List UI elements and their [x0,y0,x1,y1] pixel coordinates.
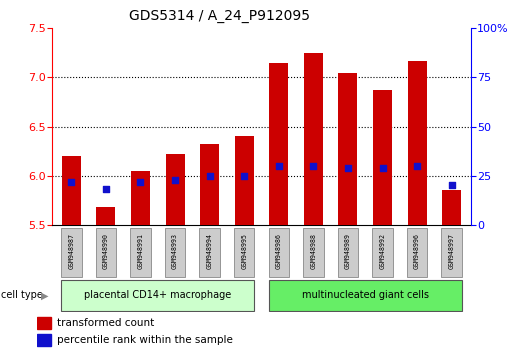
Point [101,187,110,192]
Text: multinucleated giant cells: multinucleated giant cells [302,290,429,300]
Text: GSM948988: GSM948988 [310,233,316,269]
Point [309,163,317,169]
Text: GSM948996: GSM948996 [414,233,420,269]
Bar [199,228,220,277]
Text: percentile rank within the sample: percentile rank within the sample [57,335,233,345]
Bar [131,171,150,225]
Text: GSM948993: GSM948993 [172,233,178,269]
Bar [338,228,358,277]
Point [344,165,352,171]
Bar [61,280,254,310]
Bar [269,228,289,277]
Text: GSM948997: GSM948997 [449,233,454,269]
Bar [407,228,427,277]
Text: GSM948989: GSM948989 [345,233,351,269]
Bar [62,156,81,225]
Bar [234,228,254,277]
Bar [442,190,461,225]
Text: GSM948992: GSM948992 [380,233,385,269]
Point [378,165,386,171]
Bar [441,228,462,277]
Bar [338,73,357,225]
Bar [130,228,151,277]
Text: GSM948987: GSM948987 [69,233,74,269]
Text: GSM948995: GSM948995 [241,233,247,269]
Bar [269,280,462,310]
Bar [165,228,185,277]
Bar [269,63,288,225]
Point [240,173,248,178]
Bar [200,144,219,225]
Bar [303,228,324,277]
Bar [235,136,254,225]
Text: GSM948994: GSM948994 [207,233,213,269]
Bar [96,228,116,277]
Bar [96,207,116,225]
Text: GSM948990: GSM948990 [103,233,109,269]
Text: placental CD14+ macrophage: placental CD14+ macrophage [84,290,231,300]
Text: cell type: cell type [1,290,43,301]
Text: transformed count: transformed count [57,318,154,328]
Text: ▶: ▶ [41,290,48,301]
Point [206,173,214,178]
Point [275,163,283,169]
Text: GDS5314 / A_24_P912095: GDS5314 / A_24_P912095 [129,9,310,23]
Point [413,163,422,169]
Bar [372,228,393,277]
Point [171,177,179,182]
Text: GSM948986: GSM948986 [276,233,282,269]
Bar [407,61,427,225]
Bar [166,154,185,225]
Bar [304,53,323,225]
Point [67,179,75,184]
Point [137,179,145,184]
Bar [373,90,392,225]
Text: GSM948991: GSM948991 [138,233,143,269]
Bar [61,228,82,277]
Point [448,183,456,188]
Bar [37,317,51,329]
Bar [37,333,51,346]
